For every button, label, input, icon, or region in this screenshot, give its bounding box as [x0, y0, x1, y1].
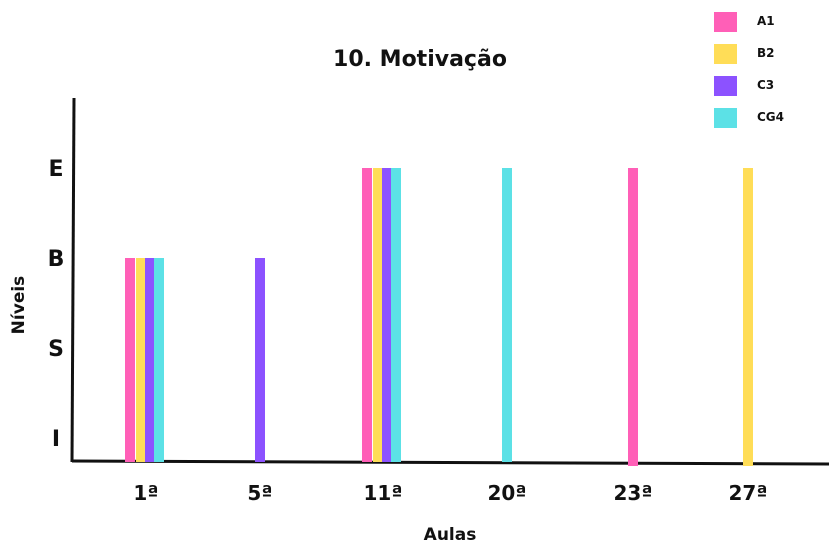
y-tick-label-s: S [48, 337, 64, 362]
bar-b2-1 [136, 258, 146, 462]
bar-a1-5 [628, 168, 638, 466]
bar-a1-1 [125, 258, 135, 462]
legend-label-c3: C3 [757, 78, 774, 92]
legend-swatch-b2 [714, 44, 737, 64]
bar-cg4-1 [154, 258, 164, 462]
legend: A1 B2 C3 CG4 [714, 12, 784, 128]
y-axis-label: Níveis [9, 276, 29, 335]
bars [125, 168, 753, 466]
x-tick-label-2: 5ª [247, 481, 272, 505]
x-axis-label: Aulas [424, 525, 477, 545]
x-tick-label-3: 11ª [363, 481, 402, 505]
x-tick-label-5: 23ª [613, 481, 652, 505]
x-tick-labels: 1ª 5ª 11ª 20ª 23ª 27ª [133, 481, 767, 505]
bar-cg4-4 [502, 168, 512, 462]
x-axis-line [71, 459, 829, 466]
legend-swatch-cg4 [714, 108, 737, 128]
bar-c3-2 [255, 258, 265, 462]
bar-a1-3 [362, 168, 372, 462]
legend-swatch-c3 [714, 76, 737, 96]
legend-label-a1: A1 [757, 14, 775, 28]
legend-swatch-a1 [714, 12, 737, 32]
bar-b2-6 [743, 168, 753, 466]
x-tick-label-6: 27ª [728, 481, 767, 505]
bar-cg4-3 [391, 168, 401, 462]
legend-label-b2: B2 [757, 46, 775, 60]
y-axis-line [70, 97, 76, 463]
y-tick-labels: I S B E [48, 157, 65, 452]
y-tick-label-i: I [52, 427, 60, 452]
x-tick-label-4: 20ª [487, 481, 526, 505]
y-tick-label-e: E [48, 157, 63, 182]
bar-c3-3 [382, 168, 392, 462]
y-tick-label-b: B [48, 247, 65, 272]
bar-b2-3 [373, 168, 383, 462]
chart-title: 10. Motivação [333, 47, 507, 72]
legend-label-cg4: CG4 [757, 110, 784, 124]
bar-c3-1 [145, 258, 155, 462]
x-tick-label-1: 1ª [133, 481, 158, 505]
